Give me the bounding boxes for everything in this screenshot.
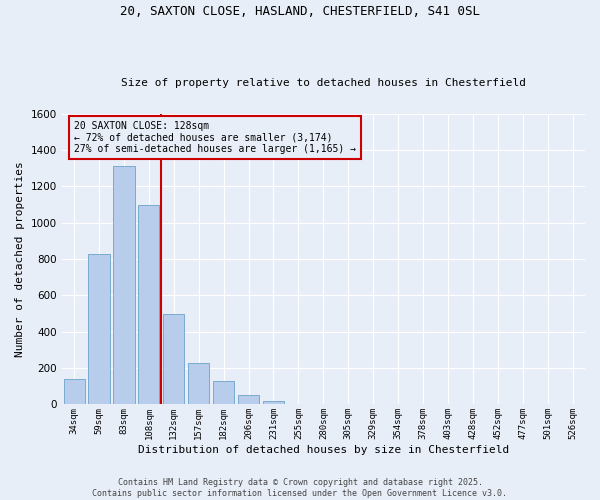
Bar — [163, 314, 184, 404]
Bar — [113, 166, 134, 404]
Bar — [238, 396, 259, 404]
Text: Contains HM Land Registry data © Crown copyright and database right 2025.
Contai: Contains HM Land Registry data © Crown c… — [92, 478, 508, 498]
Y-axis label: Number of detached properties: Number of detached properties — [15, 161, 25, 357]
Bar — [138, 204, 160, 404]
Bar — [188, 362, 209, 405]
Bar — [263, 401, 284, 404]
Bar — [64, 379, 85, 404]
Text: 20 SAXTON CLOSE: 128sqm
← 72% of detached houses are smaller (3,174)
27% of semi: 20 SAXTON CLOSE: 128sqm ← 72% of detache… — [74, 121, 356, 154]
Bar — [88, 254, 110, 404]
Bar — [213, 381, 234, 404]
X-axis label: Distribution of detached houses by size in Chesterfield: Distribution of detached houses by size … — [138, 445, 509, 455]
Text: 20, SAXTON CLOSE, HASLAND, CHESTERFIELD, S41 0SL: 20, SAXTON CLOSE, HASLAND, CHESTERFIELD,… — [120, 5, 480, 18]
Title: Size of property relative to detached houses in Chesterfield: Size of property relative to detached ho… — [121, 78, 526, 88]
